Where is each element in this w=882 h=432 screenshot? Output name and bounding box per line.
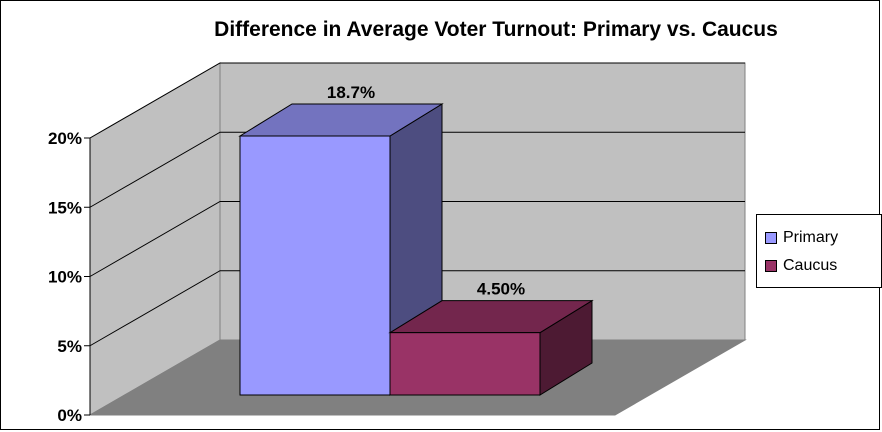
y-tick-label: 10% — [48, 268, 82, 287]
legend-label-primary: Primary — [783, 229, 839, 246]
gridline — [89, 270, 745, 347]
y-tick-label: 20% — [48, 129, 82, 148]
legend-label-caucus: Caucus — [783, 257, 838, 274]
chart-title: Difference in Average Voter Turnout: Pri… — [214, 18, 778, 41]
data-label-caucus: 4.50% — [477, 280, 525, 299]
y-tick-label: 5% — [57, 337, 82, 356]
y-tick-label: 15% — [48, 198, 82, 217]
legend-item-caucus: Caucus — [765, 255, 837, 277]
bar-front-caucus — [389, 332, 541, 396]
bar-front-primary — [239, 135, 391, 396]
legend-item-primary: Primary — [765, 227, 838, 249]
legend: Primary Caucus — [756, 214, 882, 288]
gridline — [89, 131, 745, 208]
gridline — [89, 62, 745, 139]
gridline — [89, 201, 745, 277]
legend-swatch-primary — [765, 232, 777, 244]
data-label-primary: 18.7% — [327, 83, 375, 102]
legend-swatch-caucus — [765, 260, 777, 272]
y-tick-label: 0% — [57, 406, 82, 425]
